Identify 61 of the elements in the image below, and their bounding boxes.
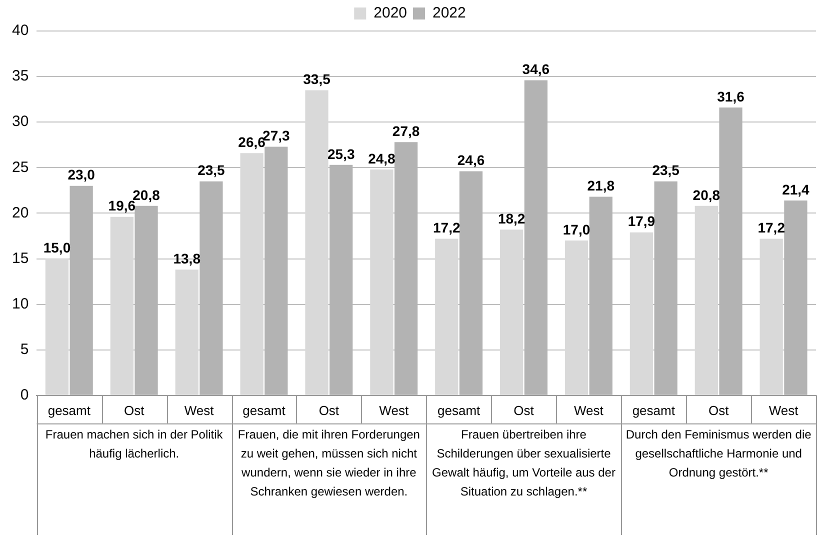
data-label: 17,2 bbox=[433, 220, 460, 236]
y-tick-label: 5 bbox=[20, 340, 29, 358]
data-label: 18,2 bbox=[498, 210, 526, 226]
bar bbox=[240, 153, 264, 395]
x-tick-label: Ost bbox=[514, 402, 534, 418]
data-label: 26,6 bbox=[238, 134, 266, 150]
data-label: 23,5 bbox=[198, 162, 226, 178]
data-label: 23,0 bbox=[68, 166, 96, 183]
y-tick-label: 20 bbox=[12, 204, 29, 222]
bar bbox=[564, 240, 588, 395]
bar bbox=[370, 169, 394, 395]
y-tick-label: 0 bbox=[20, 386, 29, 404]
data-label: 31,6 bbox=[717, 88, 745, 104]
x-tick-label: gesamt bbox=[437, 402, 481, 418]
data-label: 17,0 bbox=[562, 221, 590, 238]
bar bbox=[500, 230, 524, 395]
y-tick-label: 30 bbox=[12, 113, 29, 130]
data-label: 34,6 bbox=[522, 61, 550, 78]
data-label: 25,3 bbox=[327, 146, 355, 162]
x-tick-label: Ost bbox=[318, 402, 340, 418]
data-label: 24,8 bbox=[368, 150, 396, 166]
text: Frauen machen sich in der Politik häufig lächerlich. bbox=[45, 428, 224, 461]
data-label: 13,8 bbox=[173, 250, 201, 267]
data-label: 21,8 bbox=[587, 178, 615, 194]
bar bbox=[694, 206, 718, 395]
bar bbox=[760, 238, 783, 395]
text: Frauen übertreiben ihre Schilderungen über sexualisierte Gewalt häufig, um Vorteile aus der Situation zu schlagen.** bbox=[432, 428, 616, 499]
data-label: 20,8 bbox=[132, 186, 160, 203]
x-tick-label: West bbox=[184, 402, 214, 418]
bar bbox=[435, 238, 458, 395]
data-label: 23,5 bbox=[652, 162, 680, 178]
bar bbox=[175, 270, 198, 395]
x-tick-label: Ost bbox=[708, 402, 730, 418]
y-tick-label: 40 bbox=[12, 22, 29, 40]
y-tick-label: 15 bbox=[12, 250, 29, 267]
data-label: 15,0 bbox=[43, 240, 71, 256]
bar bbox=[305, 90, 328, 395]
data-label: 17,9 bbox=[628, 213, 656, 230]
x-tick-label: gesamt bbox=[632, 402, 676, 418]
y-tick-label: 35 bbox=[12, 68, 29, 85]
x-tick-label: Ost bbox=[124, 402, 145, 418]
y-tick-label: 25 bbox=[12, 158, 29, 176]
data-label: 33,5 bbox=[303, 71, 331, 88]
bar bbox=[630, 232, 654, 395]
bar bbox=[110, 216, 134, 395]
y-tick-label: 10 bbox=[12, 295, 29, 312]
x-tick-label: West bbox=[379, 402, 409, 418]
data-label: 21,4 bbox=[782, 181, 810, 198]
data-label: 24,6 bbox=[457, 152, 485, 168]
legend-label: 2020 bbox=[374, 4, 408, 22]
x-tick-label: West bbox=[768, 402, 799, 418]
data-label: 17,2 bbox=[758, 220, 786, 236]
data-label: 27,8 bbox=[392, 123, 420, 139]
x-tick-label: gesamt bbox=[242, 402, 286, 418]
bar bbox=[45, 258, 69, 395]
text: Frauen, die mit ihren Forderungen zu weit gehen, müssen sich nicht wundern, wenn sie wieder in ihre Schranken gewiesen werden. bbox=[238, 428, 420, 499]
text: Durch den Feminismus werden die gesellschaftliche Harmonie und Ordnung gestört.** bbox=[626, 428, 812, 480]
data-label: 20,8 bbox=[692, 186, 720, 203]
x-tick-label: West bbox=[574, 402, 604, 418]
legend-label: 2022 bbox=[432, 4, 466, 22]
x-tick-label: gesamt bbox=[48, 402, 91, 418]
